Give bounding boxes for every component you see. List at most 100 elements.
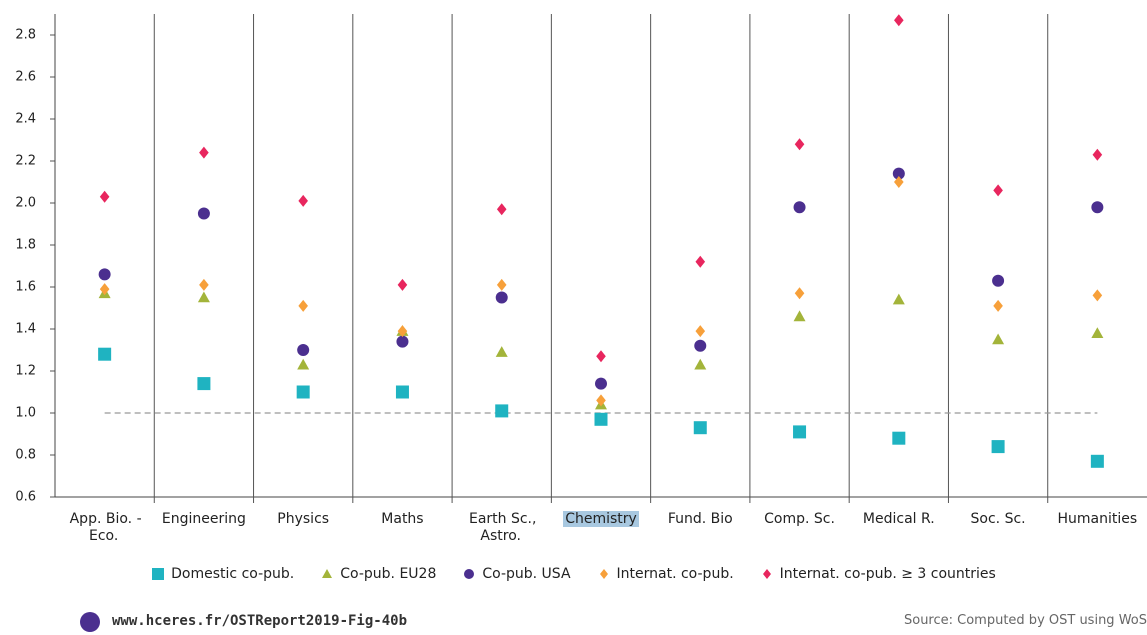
y-tick-label: 1.6 — [15, 280, 36, 295]
legend-item: Internat. co-pub. ≥ 3 countries — [760, 566, 996, 582]
category-text: Earth Sc., Astro. — [468, 511, 537, 544]
diamond-marker — [1092, 148, 1103, 161]
footer-link[interactable]: www.hceres.fr/OSTReport2019-Fig-40b — [112, 613, 408, 629]
x-tick-label: Engineering — [156, 511, 252, 528]
x-tick-label: Medical R. — [851, 511, 947, 528]
diamond-marker — [99, 283, 110, 296]
diamond-marker — [596, 350, 606, 363]
legend-marker — [762, 569, 771, 579]
diamond-marker — [397, 278, 408, 291]
diamond-marker — [496, 203, 507, 216]
diamond-marker — [397, 325, 408, 338]
diamond-marker — [695, 255, 706, 268]
circle-marker — [197, 207, 210, 220]
square-marker — [1090, 454, 1104, 468]
square-marker — [991, 440, 1005, 454]
circle-marker — [1091, 201, 1104, 214]
triangle-marker — [197, 291, 210, 303]
circle-marker — [396, 335, 409, 348]
square-marker — [594, 412, 608, 426]
diamond-marker — [496, 278, 507, 291]
x-tick-label: Chemistry — [553, 511, 649, 528]
circle-marker — [595, 377, 607, 390]
legend-marker — [464, 569, 475, 579]
y-tick-label: 1.0 — [15, 406, 36, 421]
x-tick-label: Humanities — [1049, 511, 1145, 528]
diamond-marker — [695, 325, 706, 338]
circle-marker — [98, 268, 111, 281]
square-marker — [197, 377, 211, 391]
x-tick-label: Earth Sc., Astro. — [454, 511, 550, 545]
diamond-marker — [894, 176, 904, 188]
legend-item: Co-pub. USA — [462, 566, 571, 582]
diamond-marker — [596, 394, 606, 407]
footer-source: Source: Computed by OST using WoS — [903, 613, 1147, 628]
category-text: Fund. Bio — [667, 511, 733, 527]
x-tick-label: Physics — [255, 511, 351, 528]
triangle-marker — [1091, 327, 1104, 338]
triangle-marker — [297, 358, 310, 370]
category-text: Maths — [381, 511, 424, 527]
circle-marker — [297, 344, 310, 356]
y-tick-label: 2.4 — [15, 112, 36, 127]
legend: Domestic co-pub. Co-pub. EU28 Co-pub. USA I… — [0, 566, 1147, 582]
triangle-marker — [495, 346, 508, 357]
legend-marker — [152, 568, 165, 580]
x-tick-label: Maths — [354, 511, 450, 528]
diamond-marker — [298, 194, 308, 207]
square-marker — [152, 568, 165, 580]
x-tick-label: Comp. Sc. — [752, 511, 848, 528]
x-tick-label: Soc. Sc. — [950, 511, 1046, 528]
legend-label: Co-pub. EU28 — [340, 566, 437, 582]
diamond-marker — [993, 299, 1003, 312]
circle-marker — [892, 167, 905, 180]
category-text: Engineering — [161, 511, 246, 527]
square-marker — [395, 385, 409, 399]
y-tick-label: 1.2 — [15, 364, 36, 379]
circle-marker — [992, 274, 1005, 287]
x-tick-label: Fund. Bio — [652, 511, 748, 528]
y-tick-label: 0.6 — [15, 490, 36, 505]
y-tick-label: 2.2 — [15, 154, 36, 169]
legend-item: Domestic co-pub. — [151, 566, 294, 582]
legend-item: Internat. co-pub. — [597, 566, 734, 582]
diamond-marker — [1092, 289, 1103, 302]
legend-marker — [322, 569, 333, 578]
triangle-marker — [892, 293, 905, 305]
diamond-marker — [99, 190, 110, 203]
diamond-marker — [298, 299, 308, 312]
triangle-marker — [793, 310, 806, 322]
triangle-marker — [322, 569, 333, 578]
category-text: Humanities — [1057, 511, 1138, 527]
y-tick-label: 1.8 — [15, 238, 36, 253]
chart: 0.6 0.8 1.0 1.2 1.4 1.6 1.8 2.0 2.2 2.4 2.6 2.8 — [15, 14, 1147, 505]
y-tick-label: 1.4 — [15, 322, 36, 337]
legend-label: Co-pub. USA — [482, 566, 571, 582]
legend-label: Internat. co-pub. ≥ 3 countries — [779, 566, 996, 582]
legend-label: Domestic co-pub. — [171, 566, 295, 582]
circle-marker — [694, 339, 707, 352]
y-tick-label: 2.8 — [15, 28, 36, 43]
square-marker — [495, 404, 509, 418]
category-text: Physics — [277, 511, 330, 527]
y-tick-label: 0.8 — [15, 448, 36, 463]
category-text: Soc. Sc. — [970, 511, 1026, 527]
square-marker — [296, 385, 310, 399]
diamond-marker — [199, 146, 209, 159]
link-icon — [80, 612, 100, 632]
legend-marker — [599, 569, 608, 579]
diamond-marker — [993, 184, 1003, 197]
square-marker — [693, 421, 707, 435]
x-tick-label: App. Bio. - Eco. — [57, 511, 153, 545]
diamond-marker — [794, 287, 805, 300]
category-text: Comp. Sc. — [764, 511, 835, 527]
category-text: Medical R. — [862, 511, 935, 527]
triangle-marker — [992, 333, 1005, 345]
square-marker — [98, 347, 112, 361]
diamond-marker — [762, 569, 771, 579]
diamond-marker — [894, 14, 904, 27]
category-text: App. Bio. - Eco. — [69, 511, 142, 544]
triangle-marker — [694, 358, 707, 370]
category-text: Chemistry — [563, 511, 639, 527]
